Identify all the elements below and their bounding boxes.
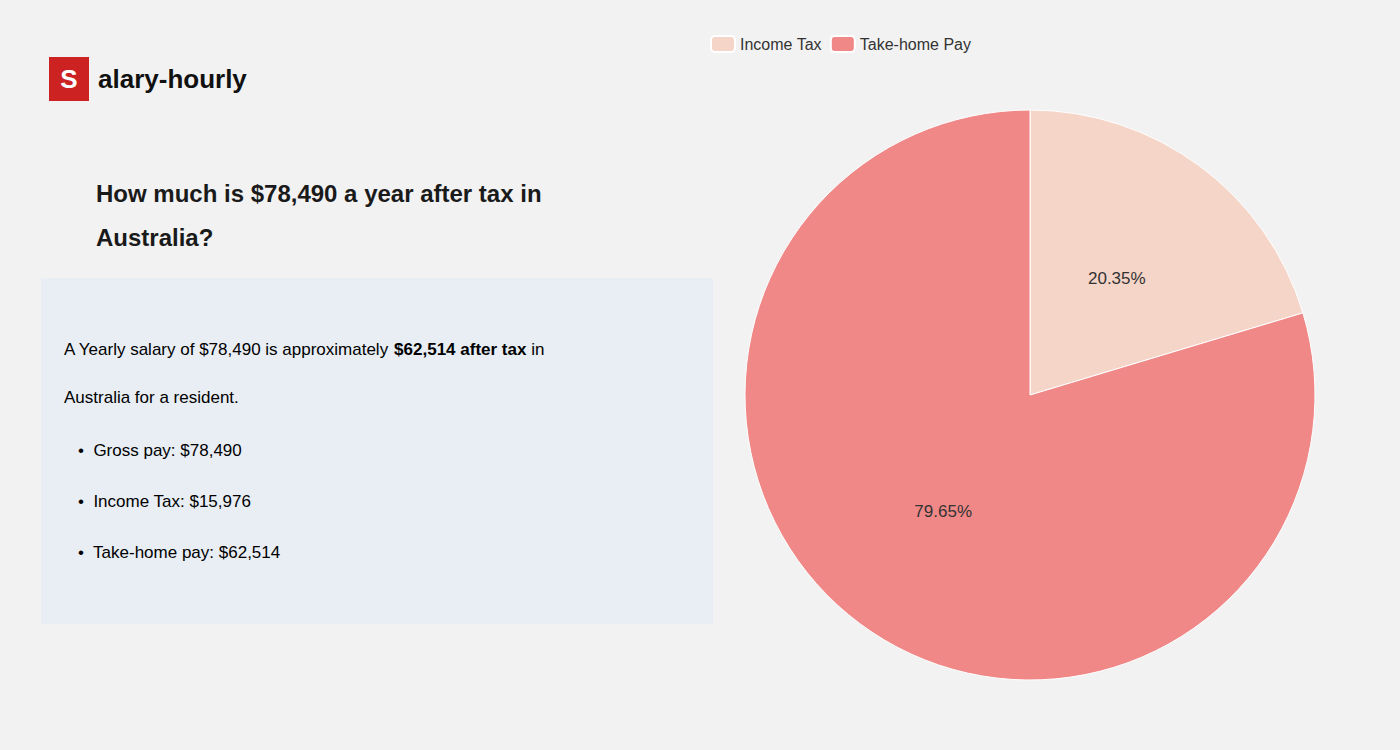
- svg-text:Income Tax: Income Tax: [740, 36, 822, 53]
- svg-text:20.35%: 20.35%: [1088, 269, 1146, 288]
- svg-text:79.65%: 79.65%: [914, 502, 972, 521]
- svg-text:How much is $78,490 a year aft: How much is $78,490 a year after tax in: [96, 180, 542, 207]
- svg-text:Australia?: Australia?: [96, 224, 213, 251]
- svg-text:• Gross pay: $78,490: • Gross pay: $78,490: [78, 441, 242, 460]
- svg-text:in: in: [526, 340, 544, 359]
- svg-text:Take-home Pay: Take-home Pay: [860, 36, 971, 53]
- svg-text:$62,514 after tax: $62,514 after tax: [394, 340, 527, 359]
- svg-text:A Yearly salary of $78,490 is: A Yearly salary of $78,490 is approximat…: [64, 340, 393, 359]
- svg-text:alary-hourly: alary-hourly: [98, 64, 247, 94]
- svg-text:• Take-home pay: $62,514: • Take-home pay: $62,514: [78, 543, 280, 562]
- svg-text:Australia for a resident.: Australia for a resident.: [64, 388, 239, 407]
- svg-text:• Income Tax: $15,976: • Income Tax: $15,976: [78, 492, 251, 511]
- svg-text:S: S: [60, 64, 77, 94]
